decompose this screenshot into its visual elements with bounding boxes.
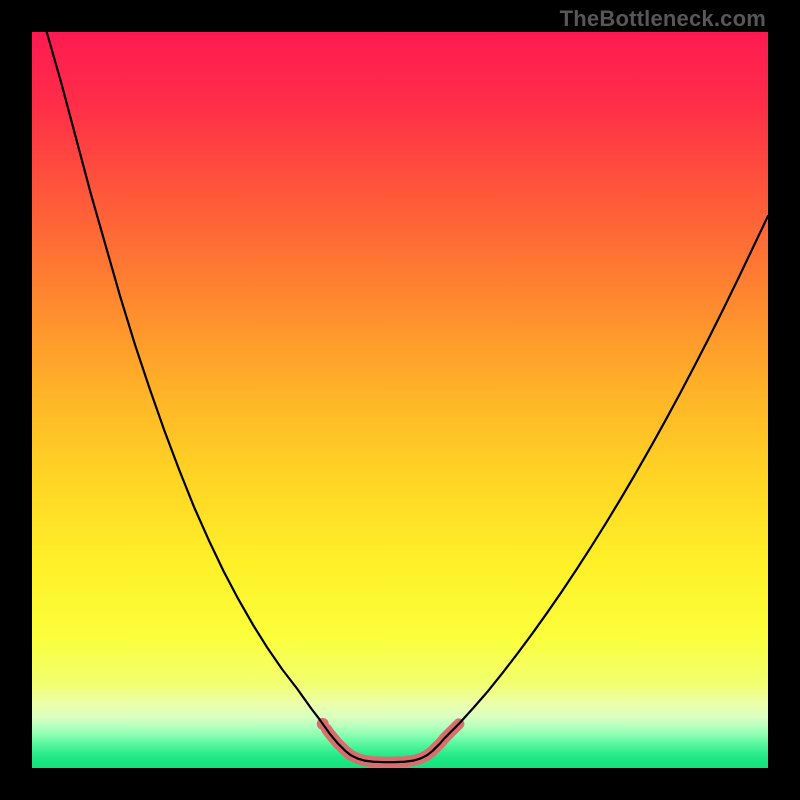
chart-stage: TheBottleneck.com <box>0 0 800 800</box>
curve-layer <box>32 32 768 768</box>
bottleneck-curve <box>47 32 768 762</box>
watermark-text: TheBottleneck.com <box>560 6 766 32</box>
